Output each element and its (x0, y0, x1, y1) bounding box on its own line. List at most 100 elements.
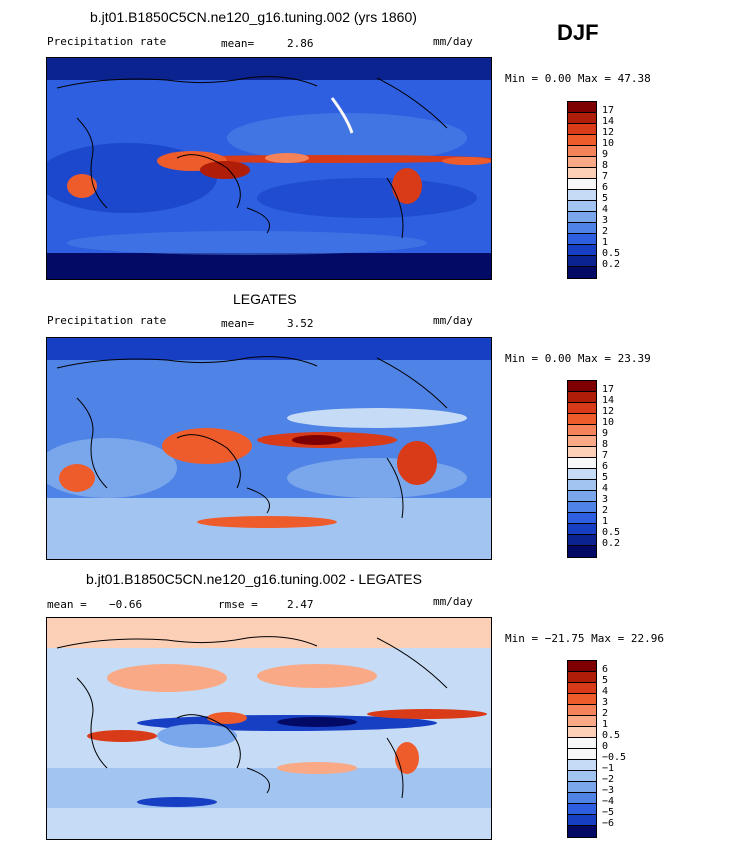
variable-label: Precipitation rate (47, 35, 167, 48)
map-graphic (47, 58, 491, 279)
colorbar-label: 1 (602, 719, 609, 730)
colorbar-swatch (568, 414, 596, 425)
colorbar-label: 7 (602, 450, 609, 461)
mean-label: mean = (47, 598, 87, 611)
colorbar-swatch (568, 771, 596, 782)
colorbar-swatch (568, 190, 596, 201)
colorbar (567, 660, 597, 838)
colorbar-swatch (568, 447, 596, 458)
colorbar-label: 0.5 (602, 527, 621, 538)
colorbar-label: 10 (602, 417, 615, 428)
colorbar-swatch (568, 683, 596, 694)
minmax-label: Min = −21.75 Max = 22.96 (505, 632, 664, 645)
colorbar-swatch (568, 804, 596, 815)
colorbar-label: 2 (602, 505, 609, 516)
colorbar-label: 2 (602, 226, 609, 237)
colorbar-swatch (568, 716, 596, 727)
colorbar-swatch (568, 546, 596, 557)
colorbar-label: 6 (602, 182, 609, 193)
colorbar-swatch (568, 256, 596, 267)
mean-value: −0.66 (109, 598, 143, 611)
colorbar-label: 5 (602, 193, 609, 204)
colorbar-swatch (568, 672, 596, 683)
colorbar-swatch (568, 513, 596, 524)
colorbar-swatch (568, 535, 596, 546)
colorbar-label: 5 (602, 675, 609, 686)
colorbar-swatch (568, 179, 596, 190)
colorbar-label: 17 (602, 384, 615, 395)
rmse-value: 2.47 (287, 598, 314, 611)
colorbar-label: 14 (602, 116, 615, 127)
colorbar-swatch (568, 113, 596, 124)
colorbar-label: 3 (602, 494, 609, 505)
map-graphic (47, 338, 491, 559)
colorbar-swatch (568, 782, 596, 793)
colorbar-label: 5 (602, 472, 609, 483)
colorbar-label: 10 (602, 138, 615, 149)
colorbar-swatch (568, 245, 596, 256)
colorbar-label: 1 (602, 516, 609, 527)
colorbar-swatch (568, 146, 596, 157)
colorbar-swatch (568, 425, 596, 436)
mean-label: mean= (221, 37, 255, 50)
season-label: DJF (557, 20, 599, 45)
colorbar-swatch (568, 760, 596, 771)
mean-label: mean= (221, 317, 255, 330)
colorbar-swatch (568, 524, 596, 535)
colorbar-swatch (568, 381, 596, 392)
colorbar-label: 14 (602, 395, 615, 406)
colorbar-swatch (568, 826, 596, 837)
colorbar-swatch (568, 124, 596, 135)
colorbar-label: 0 (602, 741, 609, 752)
colorbar-label: 12 (602, 127, 615, 138)
colorbar (567, 380, 597, 558)
colorbar-label: 6 (602, 664, 609, 675)
colorbar (567, 101, 597, 279)
colorbar-swatch (568, 102, 596, 113)
minmax-label: Min = 0.00 Max = 23.39 (505, 352, 651, 365)
colorbar-swatch (568, 135, 596, 146)
precip-map (46, 57, 492, 280)
mean-value: 2.86 (287, 37, 314, 50)
colorbar-swatch (568, 157, 596, 168)
colorbar-label: 6 (602, 461, 609, 472)
colorbar-label: −5 (602, 807, 615, 818)
colorbar-swatch (568, 436, 596, 447)
colorbar-swatch (568, 201, 596, 212)
colorbar-label: 4 (602, 483, 609, 494)
colorbar-swatch (568, 403, 596, 414)
colorbar-label: −0.5 (602, 752, 627, 763)
colorbar-swatch (568, 267, 596, 278)
colorbar-label: 0.5 (602, 730, 621, 741)
map-graphic (47, 618, 491, 839)
units-label: mm/day (433, 595, 473, 608)
colorbar-label: −4 (602, 796, 615, 807)
colorbar-label: −6 (602, 818, 615, 829)
colorbar-label: 3 (602, 697, 609, 708)
colorbar-swatch (568, 502, 596, 513)
colorbar-swatch (568, 694, 596, 705)
minmax-label: Min = 0.00 Max = 47.38 (505, 72, 651, 85)
colorbar-swatch (568, 469, 596, 480)
panel-title: b.jt01.B1850C5CN.ne120_g16.tuning.002 - … (86, 571, 422, 587)
colorbar-swatch (568, 234, 596, 245)
colorbar-swatch (568, 815, 596, 826)
colorbar-label: 7 (602, 171, 609, 182)
colorbar-label: 0.2 (602, 259, 621, 270)
colorbar-label: 4 (602, 686, 609, 697)
rmse-label: rmse = (218, 598, 258, 611)
colorbar-swatch (568, 168, 596, 179)
units-label: mm/day (433, 35, 473, 48)
colorbar-swatch (568, 727, 596, 738)
mean-value: 3.52 (287, 317, 314, 330)
colorbar-swatch (568, 392, 596, 403)
units-label: mm/day (433, 314, 473, 327)
colorbar-swatch (568, 793, 596, 804)
colorbar-label: 4 (602, 204, 609, 215)
colorbar-swatch (568, 738, 596, 749)
colorbar-swatch (568, 223, 596, 234)
colorbar-swatch (568, 212, 596, 223)
panel-title: b.jt01.B1850C5CN.ne120_g16.tuning.002 (y… (90, 9, 417, 25)
colorbar-label: 8 (602, 439, 609, 450)
colorbar-swatch (568, 749, 596, 760)
